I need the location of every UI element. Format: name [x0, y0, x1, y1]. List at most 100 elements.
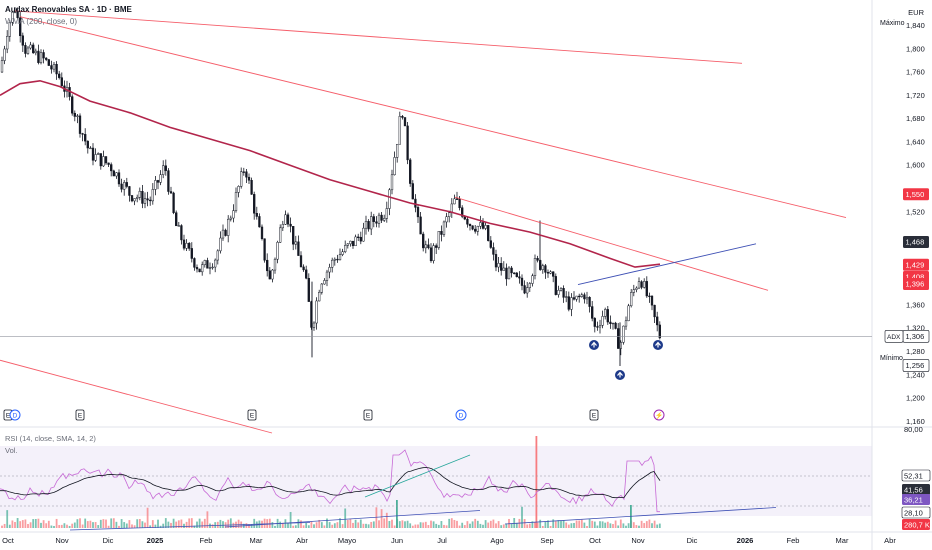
- volume-bar: [424, 521, 427, 528]
- rsi-line[interactable]: [0, 449, 660, 513]
- rsi-trendline[interactable]: [69, 522, 311, 531]
- price-candle: [372, 216, 375, 222]
- price-candle: [398, 115, 401, 145]
- volume-bar: [535, 436, 538, 528]
- volume-bar: [383, 518, 386, 528]
- volume-bar: [458, 525, 461, 528]
- price-candle: [185, 242, 188, 249]
- time-axis-label: Oct: [589, 536, 602, 545]
- rsi-ma-line[interactable]: [0, 467, 661, 499]
- price-candle: [245, 171, 248, 178]
- currency-label: EUR: [908, 8, 924, 17]
- rsi-trendline[interactable]: [504, 507, 777, 525]
- rsi-trendline[interactable]: [364, 454, 471, 498]
- volume-bar: [16, 518, 19, 528]
- price-candle: [617, 328, 620, 349]
- volume-bar: [653, 520, 656, 528]
- volume-bar: [55, 518, 58, 528]
- price-candle: [630, 292, 633, 307]
- rsi-badge-label: 28,10: [904, 509, 923, 518]
- event-marker-label: D: [459, 413, 464, 420]
- event-marker[interactable]: [455, 409, 467, 421]
- price-candle: [359, 236, 362, 242]
- volume-bar: [497, 521, 500, 528]
- price-candle: [86, 140, 89, 149]
- volume-bar: [640, 520, 643, 528]
- price-badge-label: 1,429: [906, 260, 925, 269]
- price-badge-label: 1,396: [906, 280, 925, 289]
- price-candle: [141, 190, 144, 204]
- trendline-lower[interactable]: [454, 196, 769, 291]
- time-axis-label: Ago: [490, 536, 503, 545]
- price-candle: [585, 296, 589, 300]
- volume-bar: [656, 524, 659, 528]
- volume-bar: [128, 520, 131, 528]
- rsi-indicator-label[interactable]: RSI (14, close, SMA, 14, 2): [5, 434, 96, 443]
- price-axis-tick: 1,640: [906, 137, 925, 146]
- price-candle: [640, 281, 643, 288]
- volume-bar: [523, 519, 526, 528]
- volume-bar: [346, 519, 349, 528]
- volume-bar: [536, 522, 539, 528]
- volume-bar: [151, 520, 154, 528]
- price-candle: [507, 267, 511, 280]
- price-candle: [455, 198, 459, 200]
- rsi-trendline[interactable]: [224, 510, 481, 528]
- volume-bar: [450, 518, 453, 528]
- volume-bar: [248, 524, 250, 528]
- volume-bar: [411, 525, 414, 528]
- price-candle: [445, 216, 448, 223]
- price-badge: [902, 359, 930, 372]
- price-candle: [367, 221, 370, 230]
- price-candle: [104, 156, 108, 164]
- price-candle: [255, 213, 258, 217]
- price-candle: [143, 198, 147, 204]
- volume-bar: [575, 520, 578, 528]
- time-axis-label: 2026: [737, 536, 754, 545]
- symbol-tag-label: ADX: [887, 334, 901, 341]
- event-marker[interactable]: [653, 409, 665, 421]
- price-candle: [76, 115, 79, 117]
- event-marker[interactable]: [9, 409, 21, 421]
- wma-indicator-label[interactable]: WMA (200, close, 0): [5, 17, 78, 26]
- price-candle: [362, 227, 365, 242]
- price-candle: [448, 212, 451, 217]
- price-candle: [136, 197, 139, 199]
- volume-bar: [71, 523, 74, 528]
- price-candle: [164, 165, 167, 171]
- volume-bar: [365, 523, 367, 528]
- volume-bar: [339, 518, 341, 528]
- volume-bar: [534, 522, 536, 528]
- symbol-tag: [884, 330, 904, 343]
- trendline-blue[interactable]: [577, 243, 757, 285]
- price-candle: [149, 199, 152, 202]
- volume-bar: [463, 525, 466, 528]
- volume-bar: [539, 519, 542, 528]
- price-candle: [494, 254, 498, 268]
- trendline-upper[interactable]: [14, 10, 743, 64]
- rsi-badge-label: 41,56: [904, 486, 923, 495]
- volume-bar: [552, 519, 555, 528]
- time-axis-label: Dic: [103, 536, 114, 545]
- trendline-bottom[interactable]: [0, 359, 273, 434]
- wma-line[interactable]: [0, 79, 661, 268]
- event-marker[interactable]: [589, 409, 599, 421]
- event-marker[interactable]: [247, 409, 257, 421]
- volume-bar: [632, 522, 635, 528]
- volume-label[interactable]: Vol.: [5, 446, 18, 455]
- volume-bar: [271, 522, 274, 528]
- event-marker[interactable]: [75, 409, 85, 421]
- price-candle: [175, 212, 178, 227]
- price-badge: [903, 258, 929, 271]
- price-candle: [294, 241, 297, 245]
- event-marker[interactable]: [363, 409, 373, 421]
- price-candle: [489, 240, 492, 248]
- price-candle: [52, 64, 56, 70]
- price-candle: [375, 221, 378, 224]
- price-candle: [513, 272, 516, 274]
- volume-bar: [232, 522, 235, 528]
- trendline-middle[interactable]: [19, 16, 847, 219]
- price-candle: [541, 265, 544, 270]
- price-candle: [432, 245, 435, 261]
